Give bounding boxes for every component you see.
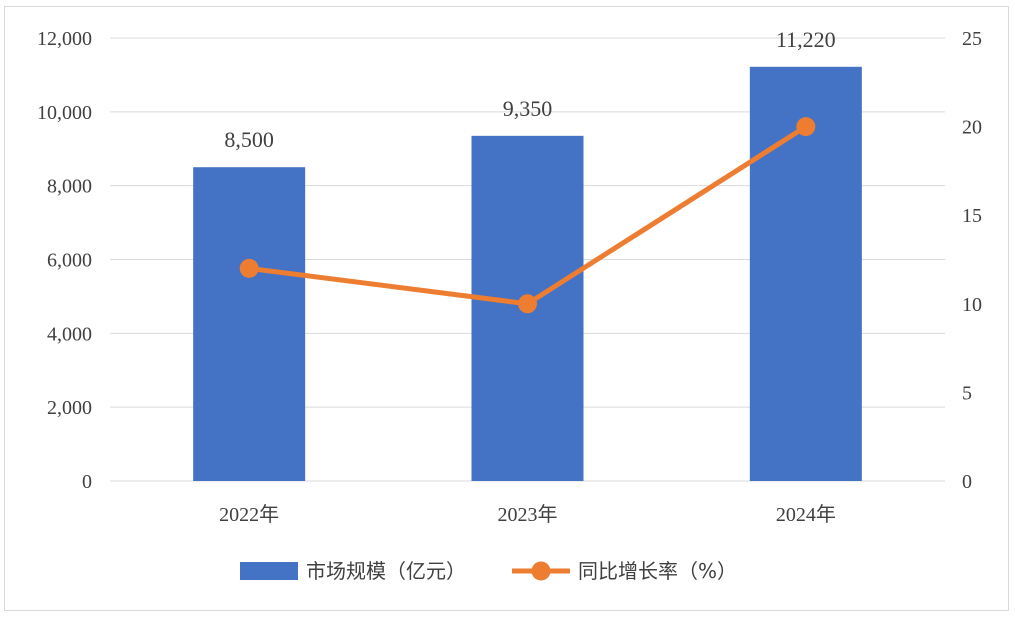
bar <box>193 167 306 482</box>
left-axis-tick-label: 12,000 <box>37 28 92 50</box>
right-axis-tick-label: 5 <box>962 382 972 404</box>
right-axis-tick-label: 0 <box>962 471 972 493</box>
left-axis-tick-label: 4,000 <box>47 323 92 345</box>
x-axis-tick-label: 2023年 <box>498 503 558 526</box>
legend-label-market-size: 市场规模（亿元） <box>306 559 466 583</box>
legend-swatch-bar <box>240 562 298 580</box>
left-axis-tick-label: 2,000 <box>47 397 92 419</box>
legend-label-growth-rate: 同比增长率（%） <box>578 559 737 583</box>
bar-data-label: 8,500 <box>224 127 274 152</box>
right-axis-tick-label: 20 <box>962 117 982 139</box>
legend-swatch-marker <box>531 561 551 581</box>
growth-rate-point <box>796 117 816 137</box>
bar-data-label: 11,220 <box>776 27 836 52</box>
right-axis-tick-label: 25 <box>962 28 982 50</box>
bar-data-label: 9,350 <box>503 96 553 121</box>
x-axis-tick-label: 2022年 <box>219 503 279 526</box>
growth-rate-point <box>239 258 259 278</box>
x-axis-tick-label: 2024年 <box>776 503 836 526</box>
left-axis-tick-label: 0 <box>82 471 92 493</box>
right-axis-tick-label: 10 <box>962 294 982 316</box>
left-axis-tick-label: 10,000 <box>37 102 92 124</box>
left-axis-tick-label: 8,000 <box>47 176 92 198</box>
right-axis-tick-label: 15 <box>962 205 982 227</box>
left-axis-tick-label: 6,000 <box>47 250 92 272</box>
growth-rate-point <box>518 294 537 314</box>
